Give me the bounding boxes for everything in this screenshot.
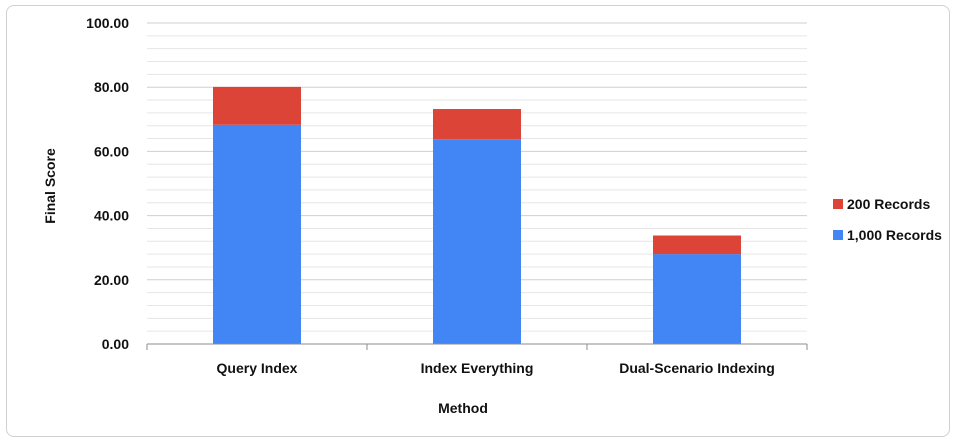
legend-swatch — [833, 230, 843, 240]
bar-segment — [653, 254, 741, 344]
bars — [213, 86, 741, 344]
bar-segment — [653, 235, 741, 255]
legend-label: 200 Records — [847, 196, 930, 212]
axes — [146, 343, 808, 350]
bar-segment — [213, 86, 301, 125]
legend-label: 1,000 Records — [847, 227, 942, 243]
y-tick-label: 60.00 — [94, 143, 129, 159]
x-tick-label: Dual-Scenario Indexing — [619, 360, 775, 376]
x-tick-labels: Query Index Index Everything Dual-Scenario… — [217, 360, 775, 376]
y-tick-label: 40.00 — [94, 208, 129, 224]
x-axis-title: Method — [438, 400, 488, 416]
bar-segment — [433, 139, 521, 344]
y-tick-label: 20.00 — [94, 272, 129, 288]
y-tick-labels: 0.00 20.00 40.00 60.00 80.00 100.00 — [86, 15, 129, 352]
y-tick-label: 100.00 — [86, 15, 129, 31]
x-tick-label: Index Everything — [421, 360, 534, 376]
legend: 200 Records 1,000 Records — [833, 196, 942, 243]
bar-segment — [213, 124, 301, 344]
bar-segment — [433, 109, 521, 140]
y-tick-label: 0.00 — [102, 336, 129, 352]
y-axis-title: Final Score — [42, 148, 58, 224]
legend-swatch — [833, 199, 843, 209]
y-tick-label: 80.00 — [94, 79, 129, 95]
x-tick-label: Query Index — [217, 360, 298, 376]
